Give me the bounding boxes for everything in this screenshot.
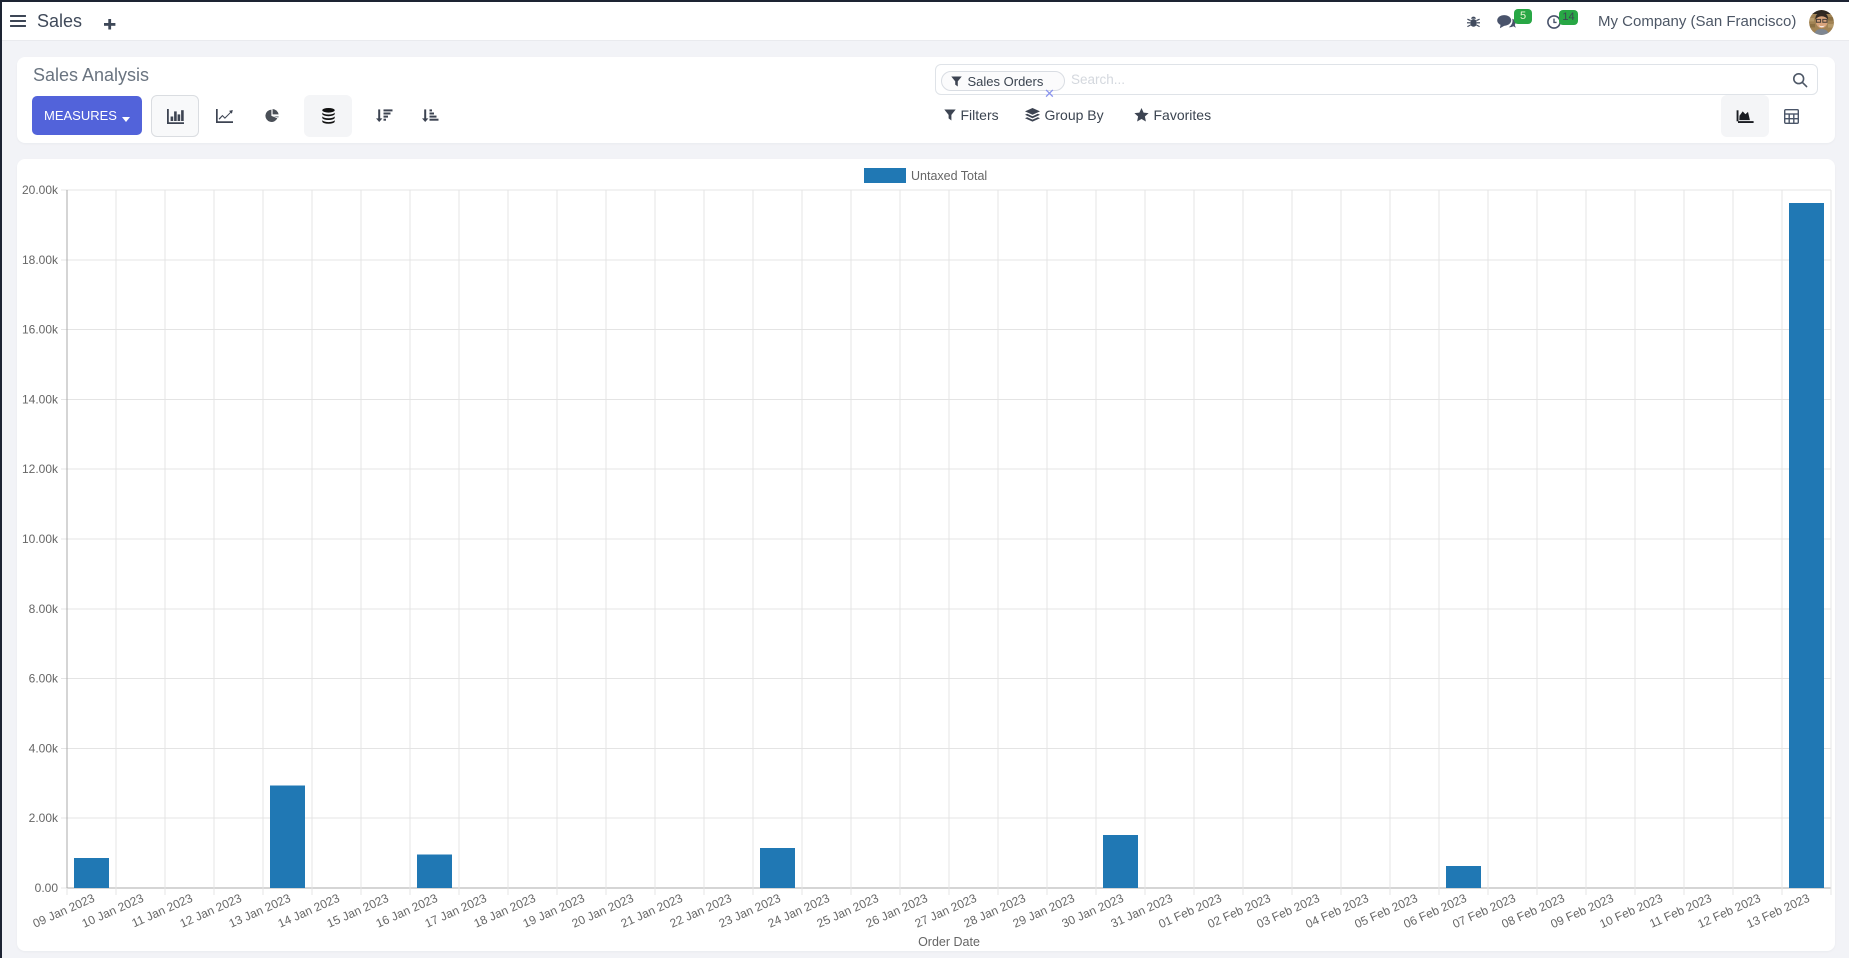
- svg-text:2.00k: 2.00k: [29, 811, 59, 825]
- svg-text:18.00k: 18.00k: [22, 253, 59, 267]
- svg-text:14.00k: 14.00k: [22, 392, 59, 406]
- svg-text:12.00k: 12.00k: [22, 462, 59, 476]
- svg-text:Untaxed Total: Untaxed Total: [911, 169, 987, 183]
- svg-text:0.00: 0.00: [35, 881, 59, 895]
- svg-text:8.00k: 8.00k: [29, 602, 59, 616]
- svg-text:6.00k: 6.00k: [29, 672, 59, 686]
- svg-text:20.00k: 20.00k: [22, 183, 59, 197]
- svg-text:10.00k: 10.00k: [22, 532, 59, 546]
- svg-text:16.00k: 16.00k: [22, 323, 59, 337]
- svg-text:Order Date: Order Date: [918, 935, 980, 949]
- svg-text:4.00k: 4.00k: [29, 741, 59, 755]
